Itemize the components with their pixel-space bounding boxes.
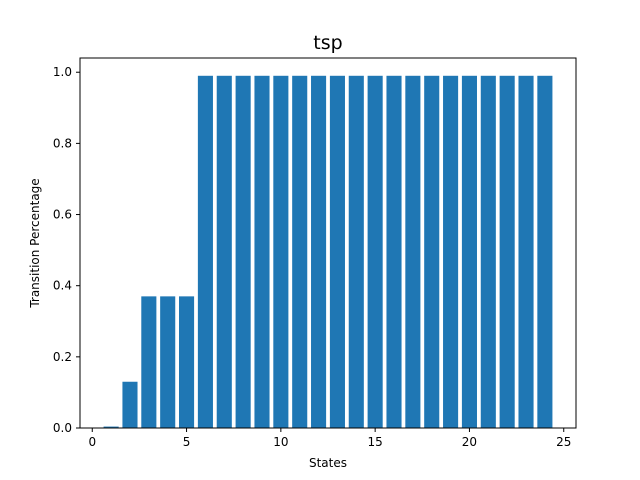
- bar-state-17: [405, 75, 421, 429]
- bar-state-1: [103, 426, 119, 428]
- bar-state-16: [386, 75, 402, 429]
- x-tick-label: 25: [556, 435, 571, 449]
- bar-state-14: [348, 75, 364, 429]
- plot-frame: [79, 57, 577, 429]
- bar-state-11: [292, 75, 308, 429]
- bar-state-12: [311, 75, 327, 429]
- bars-group: [103, 75, 553, 429]
- y-tick-label: 1.0: [53, 65, 72, 79]
- bar-state-4: [160, 296, 176, 428]
- x-tick-label: 5: [183, 435, 191, 449]
- bar-state-3: [141, 296, 157, 428]
- x-tick-label: 20: [462, 435, 477, 449]
- y-tick-label: 0.4: [53, 279, 72, 293]
- bar-state-13: [329, 75, 345, 429]
- bar-state-24: [537, 75, 553, 429]
- y-tick-label: 0.8: [53, 136, 72, 150]
- y-axis-label: Transition Percentage: [28, 178, 42, 308]
- y-tick-label: 0.2: [53, 350, 72, 364]
- bar-state-2: [122, 381, 138, 428]
- bar-state-15: [367, 75, 383, 429]
- bar-state-20: [461, 75, 477, 429]
- bar-state-10: [273, 75, 289, 429]
- bar-state-8: [235, 75, 251, 429]
- x-axis-ticks: 0 5 10 15 20 25: [88, 428, 571, 449]
- chart-title: tsp: [313, 32, 342, 54]
- bar-state-21: [480, 75, 496, 429]
- bar-state-5: [179, 296, 195, 428]
- bar-state-9: [254, 75, 270, 429]
- y-tick-label: 0.0: [53, 421, 72, 435]
- y-tick-label: 0.6: [53, 208, 72, 222]
- x-tick-label: 0: [88, 435, 96, 449]
- x-tick-label: 10: [273, 435, 288, 449]
- x-tick-label: 15: [368, 435, 383, 449]
- bar-state-23: [518, 75, 534, 429]
- y-axis-ticks: 0.0 0.2 0.4 0.6 0.8 1.0: [53, 65, 80, 435]
- bar-state-7: [216, 75, 232, 429]
- bar-state-19: [443, 75, 459, 429]
- bar-state-6: [197, 75, 213, 429]
- bar-state-18: [424, 75, 440, 429]
- x-axis-label: States: [309, 456, 347, 470]
- bar-state-22: [499, 75, 515, 429]
